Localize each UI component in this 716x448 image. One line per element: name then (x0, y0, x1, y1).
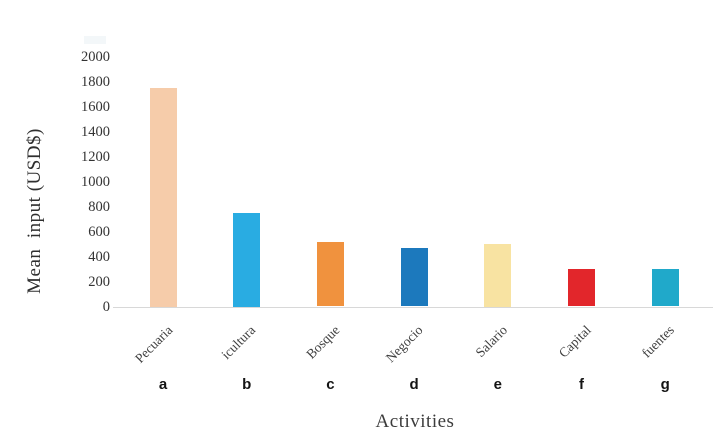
bar-f (568, 269, 595, 307)
y-tick-label: 1600 (81, 98, 110, 115)
bar-b (233, 212, 261, 307)
category-label: Bosque (303, 322, 343, 362)
y-tick-label: 2000 (81, 49, 110, 65)
scan-artifact (84, 36, 106, 44)
letter-label-f: f (579, 376, 584, 393)
y-tick-label: 1400 (81, 123, 110, 140)
bar-g (651, 269, 679, 307)
category-label: Salario (472, 322, 510, 360)
bar-e (484, 244, 512, 307)
category-label: Negocio (383, 322, 427, 366)
y-tick-label: 1800 (81, 73, 110, 90)
category-label: Pecuaria (131, 322, 175, 366)
bar-a (149, 88, 177, 307)
letter-label-a: a (158, 376, 168, 393)
y-tick-label: 800 (88, 198, 110, 215)
letter-label-e: e (493, 376, 502, 393)
bar-d (400, 247, 428, 307)
y-tick-label: 400 (88, 248, 110, 265)
letter-label-g: g (660, 376, 670, 393)
category-label: fuentes (638, 322, 678, 361)
category-label: Capital (555, 322, 594, 361)
y-tick-label: 1000 (81, 173, 110, 190)
y-tick-label: 600 (88, 223, 110, 240)
letter-label-c: c (326, 376, 335, 393)
category-label: icultura (218, 322, 259, 363)
y-tick-label: 1200 (81, 148, 110, 165)
y-tick-label: 0 (102, 298, 110, 315)
bar-c (316, 241, 344, 307)
letter-label-b: b (242, 376, 252, 393)
letter-label-d: d (409, 376, 419, 393)
y-tick-label: 200 (88, 273, 110, 290)
x-axis-line (113, 306, 713, 308)
x-axis-title: Activities (375, 411, 455, 432)
